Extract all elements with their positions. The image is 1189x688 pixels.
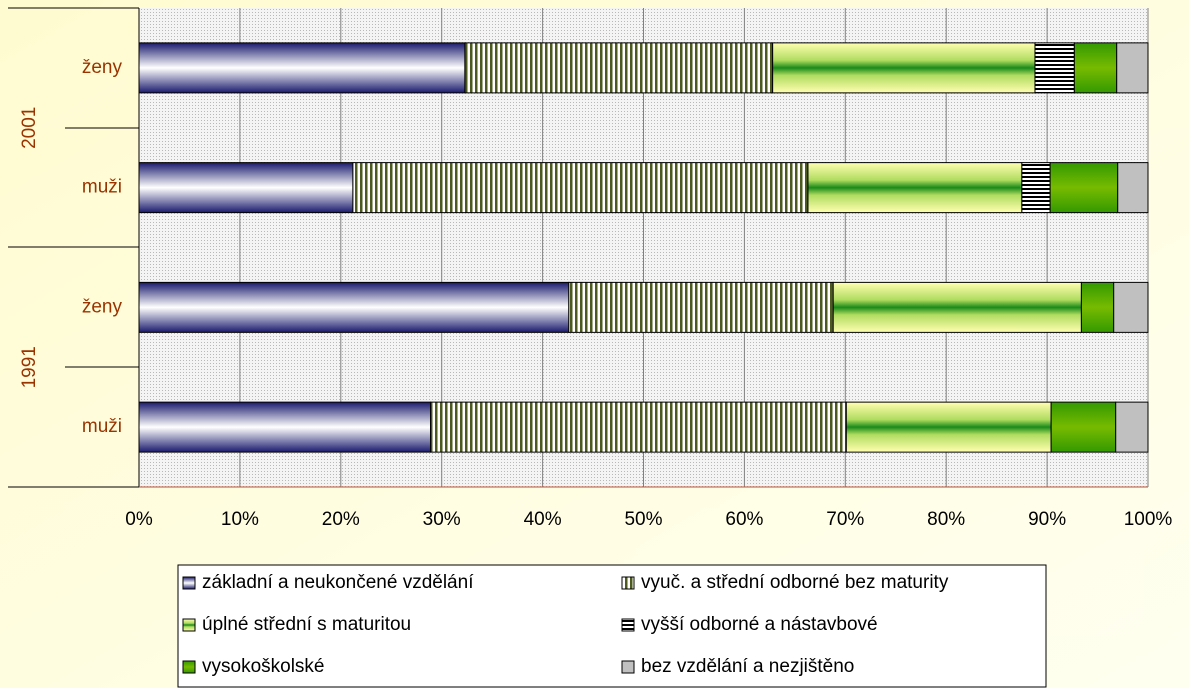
legend-marker xyxy=(621,618,635,632)
x-tick-label: 30% xyxy=(423,509,461,530)
bar-segment xyxy=(1049,162,1119,214)
bar-segment xyxy=(430,401,847,453)
y-tick-label: ženy xyxy=(82,296,123,317)
bar-segment xyxy=(1034,42,1075,94)
bars xyxy=(138,42,1149,453)
legend-label: vyuč. a střední odborné bez maturity xyxy=(641,572,949,593)
bar-segment xyxy=(1115,401,1149,453)
bar-segment xyxy=(1073,42,1118,94)
legend-marker xyxy=(621,660,635,674)
y-tick-label: muži xyxy=(82,416,122,437)
x-tick-label: 0% xyxy=(125,509,153,530)
bar-segment xyxy=(832,281,1082,333)
x-tick-label: 90% xyxy=(1028,509,1066,530)
bar-segment xyxy=(352,162,809,214)
legend-label: úplné střední s maturitou xyxy=(202,614,411,635)
bar-segment xyxy=(138,162,354,214)
bar-segment xyxy=(138,401,432,453)
y-tick-label: muži xyxy=(82,177,122,198)
legend-entries: základní a neukončené vzdělání vyuč. a st… xyxy=(182,572,949,677)
bar-segment xyxy=(1117,162,1149,214)
bar-segment xyxy=(1050,401,1117,453)
bar-segment xyxy=(807,162,1023,214)
x-tick-label: 40% xyxy=(524,509,562,530)
x-tick-label: 100% xyxy=(1124,509,1173,530)
x-tick-label: 80% xyxy=(927,509,965,530)
bar-segment xyxy=(1080,281,1115,333)
group-label: 1991 xyxy=(19,346,40,388)
x-tick-label: 20% xyxy=(322,509,360,530)
bar-segment xyxy=(772,42,1036,94)
legend-marker xyxy=(621,576,635,590)
x-tick-label: 50% xyxy=(624,509,662,530)
bar-segment xyxy=(1021,162,1051,214)
bar-segment xyxy=(1113,281,1149,333)
legend-marker xyxy=(182,576,196,590)
legend-label: základní a neukončené vzdělání xyxy=(202,572,474,593)
bar-segment xyxy=(568,281,834,333)
legend-label: bez vzdělání a nezjištěno xyxy=(641,656,854,677)
bar-segment xyxy=(845,401,1052,453)
legend-label: vysokoškolské xyxy=(202,656,325,677)
legend-marker xyxy=(182,660,196,674)
legend-marker xyxy=(182,618,196,632)
group-label: 2001 xyxy=(19,107,40,149)
y-tick-label: ženy xyxy=(82,57,123,78)
axes xyxy=(8,7,1148,488)
x-tick-label: 70% xyxy=(826,509,864,530)
bar-segment xyxy=(1116,42,1149,94)
legend xyxy=(177,564,1047,688)
legend-label: vyšší odborné a nástavbové xyxy=(641,614,878,635)
bar-segment xyxy=(138,42,466,94)
x-tick-label: 60% xyxy=(725,509,763,530)
bar-segment xyxy=(138,281,570,333)
x-tick-label: 10% xyxy=(221,509,259,530)
bar-segment xyxy=(464,42,774,94)
